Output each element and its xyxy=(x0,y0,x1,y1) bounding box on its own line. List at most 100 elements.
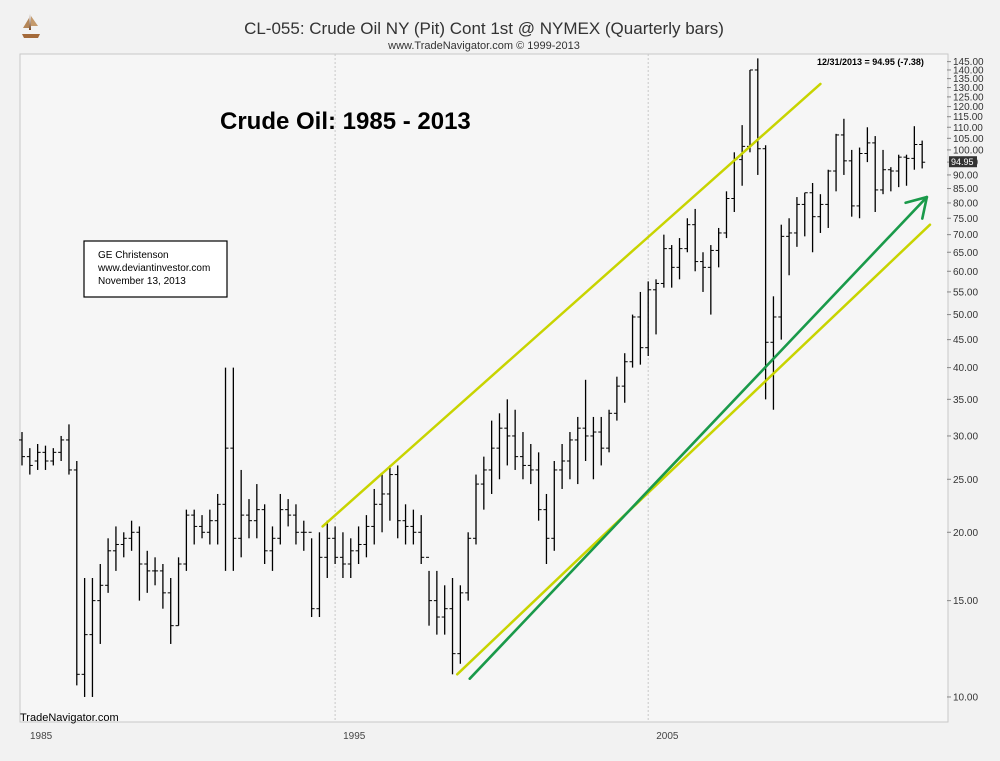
price-bar xyxy=(519,432,526,480)
price-bar xyxy=(332,526,339,565)
price-bar xyxy=(911,126,918,170)
price-bar xyxy=(261,504,268,565)
y-tick-label-130: 130.00 xyxy=(953,83,984,94)
lower-channel-line xyxy=(455,223,932,676)
chart-title: Crude Oil: 1985 - 2013 xyxy=(220,108,471,135)
last-price-tag-label: 94.95 xyxy=(951,157,974,167)
price-bar xyxy=(441,585,448,635)
price-bar xyxy=(89,577,96,697)
info-line-website: www.deviantinvestor.com xyxy=(97,263,210,274)
price-bar xyxy=(34,444,41,470)
y-tick-label-105: 105.00 xyxy=(953,134,984,145)
price-bar xyxy=(809,182,816,253)
price-bar xyxy=(347,538,354,578)
y-tick-label-140: 140.00 xyxy=(953,65,984,76)
price-bar xyxy=(433,570,440,635)
price-bar xyxy=(50,448,57,466)
plot-area xyxy=(19,53,949,723)
author-info-box: GE Christenson www.deviantinvestor.com N… xyxy=(83,240,228,298)
price-bar xyxy=(371,488,378,545)
price-bar xyxy=(253,484,260,539)
y-tick-label-50: 50.00 xyxy=(953,310,978,321)
trend-arrow xyxy=(468,195,929,680)
y-tick-label-60: 60.00 xyxy=(953,267,978,278)
price-bar xyxy=(214,493,221,545)
y-tick-label-65: 65.00 xyxy=(953,248,978,259)
y-tick-label-10: 10.00 xyxy=(953,692,978,703)
price-bar xyxy=(880,149,887,195)
price-bar xyxy=(895,154,902,188)
chart-header-title: CL-055: Crude Oil NY (Pit) Cont 1st @ NY… xyxy=(244,19,724,38)
price-bar xyxy=(136,526,143,601)
price-bar xyxy=(598,416,605,466)
price-bar xyxy=(715,227,722,268)
x-tick-label-2005: 2005 xyxy=(656,731,679,742)
price-bar xyxy=(292,504,299,545)
price-bar xyxy=(754,58,761,175)
price-bar xyxy=(778,224,785,340)
price-bar xyxy=(386,465,393,521)
trend-arrow-shaft xyxy=(468,195,929,680)
info-line-author: GE Christenson xyxy=(98,250,169,261)
price-bar xyxy=(58,435,65,461)
y-tick-label-80: 80.00 xyxy=(953,198,978,209)
price-bar xyxy=(81,577,88,697)
price-bar xyxy=(700,252,706,292)
price-bar xyxy=(222,367,229,571)
price-bar xyxy=(903,154,910,186)
price-bar xyxy=(191,509,198,545)
price-bar xyxy=(574,416,581,485)
price-bar xyxy=(199,515,206,539)
price-bar xyxy=(394,465,401,539)
price-bar xyxy=(825,169,832,228)
price-bar xyxy=(238,469,245,558)
y-tick-label-135: 135.00 xyxy=(953,74,984,85)
price-bar xyxy=(621,353,628,403)
price-bar xyxy=(120,532,127,558)
price-bar xyxy=(872,136,879,213)
last-price-tag: 94.95 xyxy=(949,156,977,168)
price-bar xyxy=(97,564,104,644)
price-bar xyxy=(144,550,151,593)
x-tick-label-1985: 1985 xyxy=(30,731,53,742)
y-tick-label-145: 145.00 xyxy=(953,57,984,68)
info-line-date: November 13, 2013 xyxy=(98,276,186,287)
price-bar xyxy=(363,515,370,558)
price-bar xyxy=(856,147,863,219)
y-tick-label-100: 100.00 xyxy=(953,145,984,156)
price-bar xyxy=(480,456,487,510)
last-value-readout: 12/31/2013 = 94.95 (-7.38) xyxy=(817,57,924,67)
price-bar xyxy=(660,234,667,288)
y-tick-label-85: 85.00 xyxy=(953,184,978,195)
price-bar xyxy=(645,281,652,357)
x-axis: 1985 1995 2005 xyxy=(30,731,679,742)
price-bar xyxy=(183,509,190,571)
price-bar xyxy=(504,399,511,466)
y-tick-label-45: 45.00 xyxy=(953,335,978,346)
price-bar xyxy=(613,376,620,421)
price-bar xyxy=(496,413,503,480)
price-bar xyxy=(26,448,33,475)
price-bar xyxy=(551,460,558,551)
price-bar xyxy=(535,452,542,521)
price-bar xyxy=(426,556,433,626)
price-bar xyxy=(159,564,166,609)
price-bar xyxy=(684,218,691,253)
price-bar xyxy=(512,409,519,470)
y-tick-label-75: 75.00 xyxy=(953,214,978,225)
y-tick-label-125: 125.00 xyxy=(953,92,984,103)
price-bar xyxy=(801,192,808,237)
price-bar xyxy=(73,460,80,686)
price-bar xyxy=(919,140,926,169)
price-bar xyxy=(19,432,25,466)
price-bar xyxy=(473,474,479,545)
y-tick-label-115: 115.00 xyxy=(953,112,983,123)
price-bar xyxy=(300,520,307,551)
price-bar xyxy=(692,208,699,272)
price-bar xyxy=(175,557,182,627)
price-bar xyxy=(112,526,119,571)
footer-watermark: TradeNavigator.com xyxy=(20,712,119,724)
y-tick-label-40: 40.00 xyxy=(953,363,978,374)
price-bar xyxy=(316,532,323,618)
